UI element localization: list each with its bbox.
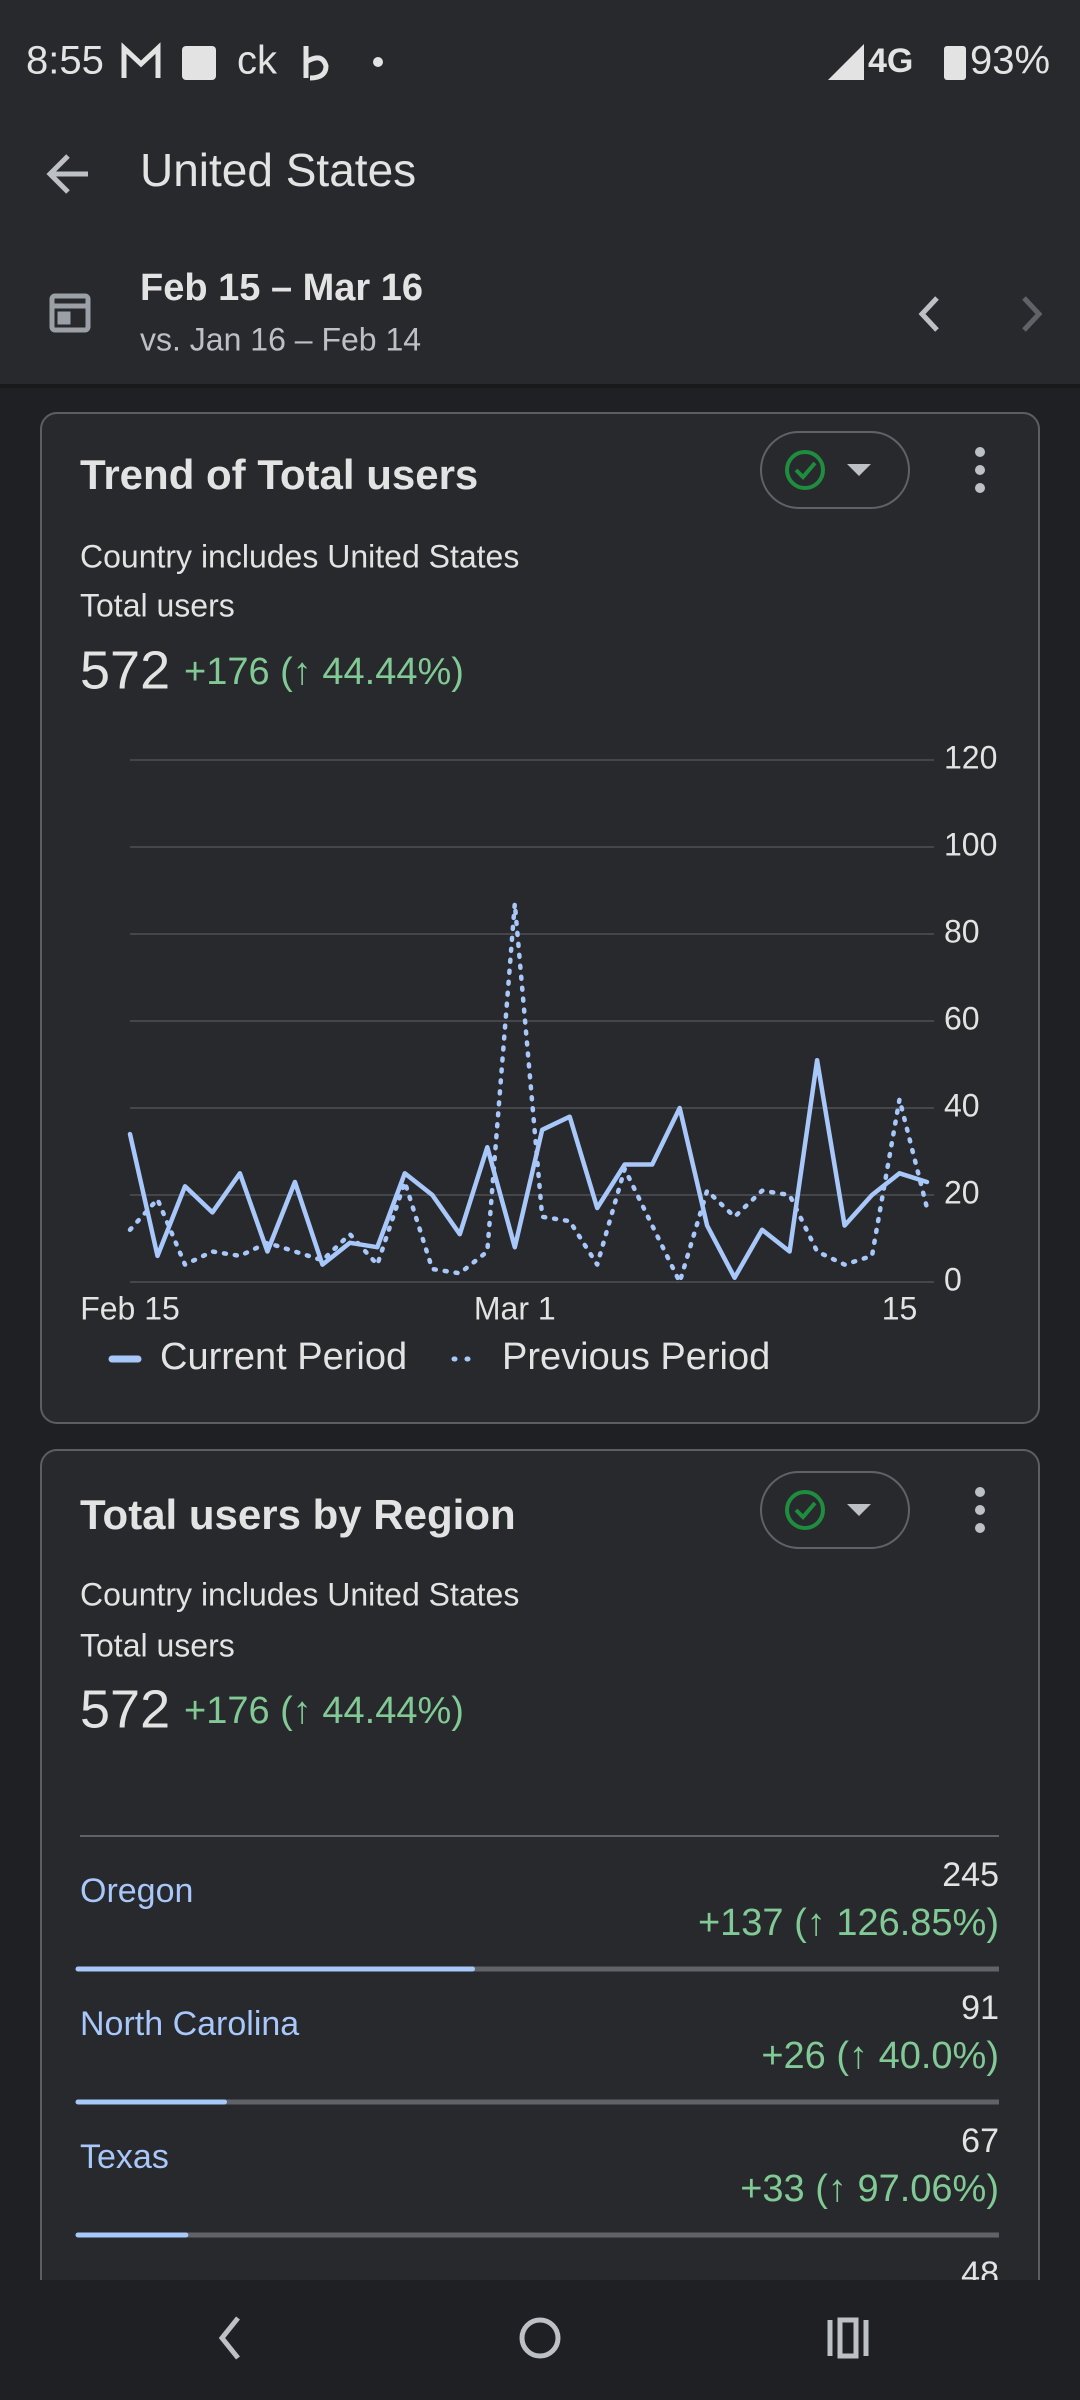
region-name: North Carolina — [80, 2005, 299, 2043]
linkedin-icon — [182, 46, 216, 80]
notification-icons — [121, 42, 383, 81]
y-tick-label: 120 — [944, 739, 997, 775]
comparison-range: vs. Jan 16 – Feb 14 — [140, 321, 421, 357]
region-change: +26 (↑ 40.0%) — [761, 2035, 999, 2077]
region-name: Oregon — [80, 1872, 193, 1910]
battery-icon — [944, 46, 966, 80]
y-tick-label: 40 — [944, 1087, 980, 1123]
card-change: +176 (↑ 44.44%) — [184, 1690, 464, 1732]
trend-card — [40, 412, 1040, 1424]
network: 4G — [868, 42, 913, 80]
back-button[interactable] — [46, 154, 88, 194]
region-change: +137 (↑ 126.85%) — [698, 1902, 999, 1944]
status-app-text: ck — [237, 39, 278, 83]
legend-label: Previous Period — [502, 1336, 770, 1378]
region-value: 245 — [942, 1856, 999, 1894]
card-metric: Total users — [80, 587, 235, 623]
card-total: 572 — [80, 640, 170, 700]
card-filter: Country includes United States — [80, 1576, 519, 1612]
page-title: United States — [140, 144, 416, 196]
x-tick-label: Feb 15 — [80, 1290, 180, 1326]
nav-back[interactable] — [218, 2316, 240, 2360]
legend-label: Current Period — [160, 1336, 407, 1378]
nav-bar — [0, 2280, 1080, 2400]
region-value: 91 — [961, 1989, 999, 2027]
top-area — [0, 0, 1080, 386]
chip[interactable] — [760, 431, 910, 509]
y-tick-label: 20 — [944, 1174, 980, 1210]
region-name: Texas — [80, 2138, 169, 2176]
card-metric: Total users — [80, 1627, 235, 1663]
status-time: 8:55 — [26, 39, 104, 83]
date-range: Feb 15 – Mar 16 — [140, 267, 423, 309]
y-tick-label: 100 — [944, 826, 997, 862]
b-icon — [303, 46, 329, 81]
y-tick-label: 60 — [944, 1000, 980, 1036]
calendar-icon[interactable] — [49, 293, 91, 333]
series-line — [127, 1057, 930, 1280]
x-tick-label: Mar 1 — [474, 1290, 556, 1326]
dynamic-content: 0 20 40 60 80 100 120 Feb 15 Mar 1 15 Current Peri… — [75, 739, 999, 2293]
mail-icon — [121, 42, 161, 78]
card-change: +176 (↑ 44.44%) — [184, 651, 464, 693]
x-tick-label: 15 — [882, 1290, 918, 1326]
signal-icon — [828, 44, 864, 80]
card-title: Total users by Region — [80, 1491, 516, 1538]
dot-icon — [373, 57, 383, 67]
region-change: +33 (↑ 97.06%) — [740, 2168, 999, 2210]
region-value: 67 — [961, 2122, 999, 2160]
card-title: Trend of Total users — [80, 451, 478, 498]
card-filter: Country includes United States — [80, 538, 519, 574]
chip[interactable] — [760, 1471, 910, 1549]
card-total: 572 — [80, 1679, 170, 1739]
next-range[interactable] — [1022, 296, 1043, 332]
battery: 93% — [970, 39, 1050, 83]
card-menu[interactable] — [975, 447, 985, 493]
y-tick-label: 80 — [944, 913, 980, 949]
previous-range[interactable] — [918, 296, 939, 332]
nav-home[interactable] — [519, 2317, 561, 2359]
y-tick-label: 0 — [944, 1261, 962, 1297]
nav-recents[interactable] — [827, 2317, 869, 2359]
card-menu[interactable] — [975, 1487, 985, 1533]
